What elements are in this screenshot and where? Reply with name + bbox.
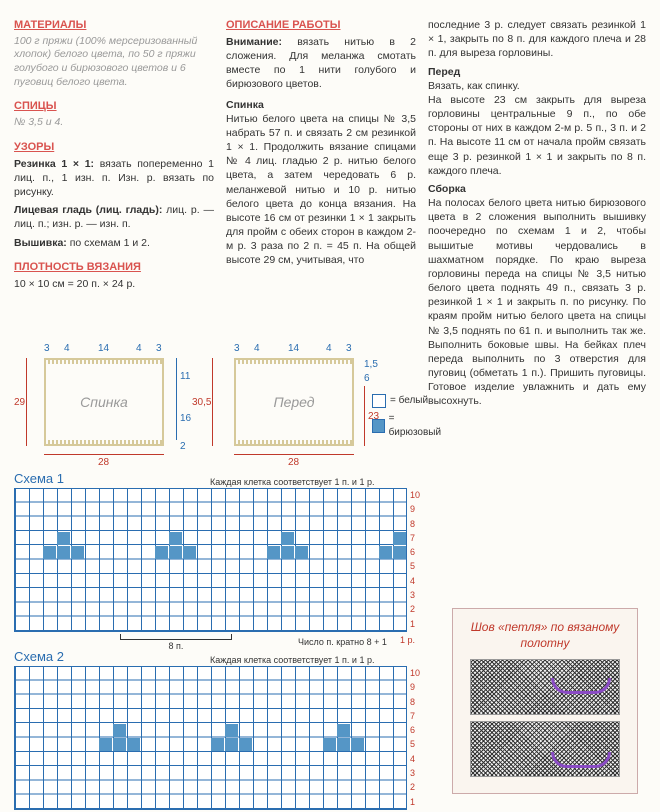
stitch-demo-1 (470, 659, 620, 715)
emb-para: Вышивка: по схемам 1 и 2. (14, 236, 214, 250)
front-heading: Перед (428, 65, 646, 79)
schema1-rows: 10987654321 (410, 488, 420, 631)
back-heading: Спинка (226, 98, 416, 112)
schema2-grid (14, 666, 407, 810)
stock-para: Лицевая гладь (лиц. гладь): лиц. р. — ли… (14, 203, 214, 231)
dim: 4 (136, 342, 142, 356)
dim-6: 6 (364, 372, 370, 386)
patterns-heading: УЗОРЫ (14, 140, 214, 155)
dim: 3 (156, 342, 162, 356)
col3-continued: последние 3 р. следует связать резинкой … (428, 18, 646, 61)
dim-line (26, 358, 27, 446)
swatch-blue (372, 419, 385, 433)
schema1-bracket: 8 п. (120, 634, 232, 640)
assembly-text: На полосах белого цвета нитью бирюзового… (428, 196, 646, 409)
schema2-rows: 10987654321 (410, 666, 420, 809)
needles-text: № 3,5 и 4. (14, 116, 214, 130)
schema2-label: Схема 2 (14, 648, 64, 666)
front-text1: Вязать, как спинку. (428, 79, 646, 93)
dim-2: 2 (180, 440, 186, 454)
back-text: Нитью белого цвета на спицы № 3,5 набрат… (226, 112, 416, 268)
dim-28a: 28 (98, 456, 109, 470)
gauge-heading: ПЛОТНОСТЬ ВЯЗАНИЯ (14, 260, 214, 275)
dim-line (212, 358, 213, 446)
dim-line (176, 394, 177, 440)
assembly-heading: Сборка (428, 182, 646, 196)
schema1-1r: 1 р. (400, 634, 415, 646)
rib-para: Резинка 1 × 1: вязать попеременно 1 лиц.… (14, 157, 214, 200)
dim: 3 (44, 342, 50, 356)
needles-heading: СПИЦЫ (14, 99, 214, 114)
stitch-inset: Шов «петля» по вязаному полотну (452, 608, 638, 794)
schema1-label: Схема 1 (14, 470, 64, 488)
work-heading: ОПИСАНИЕ РАБОТЫ (226, 18, 416, 33)
inset-title: Шов «петля» по вязаному полотну (463, 619, 627, 651)
dim: 4 (326, 342, 332, 356)
garment-diagrams: Спинка Перед 3 4 14 4 3 3 4 14 4 3 29 11… (14, 336, 424, 464)
front-piece: Перед (234, 358, 354, 446)
attention-para: Внимание: вязать нитью в 2 сложения. Для… (226, 35, 416, 92)
materials-heading: МАТЕРИАЛЫ (14, 18, 214, 33)
dim-29: 29 (14, 396, 25, 410)
dim-line (44, 454, 164, 455)
dim-line (176, 358, 177, 394)
schema1-grid (14, 488, 407, 632)
schema1-repeat: Число п. кратно 8 + 1 (298, 636, 387, 648)
swatch-white (372, 394, 386, 408)
dim-28b: 28 (288, 456, 299, 470)
schema2-note: Каждая клетка соответствует 1 п. и 1 р. (210, 654, 374, 666)
dim: 3 (234, 342, 240, 356)
dim-line (234, 454, 354, 455)
color-legend: = белый = бирюзовый (372, 394, 443, 443)
dim: 3 (346, 342, 352, 356)
dim: 14 (288, 342, 299, 356)
dim-line (364, 386, 365, 446)
schema1-note: Каждая клетка соответствует 1 п. и 1 р. (210, 476, 374, 488)
gauge-text: 10 × 10 см = 20 п. × 24 р. (14, 277, 214, 291)
dim: 4 (254, 342, 260, 356)
dim-16: 16 (180, 412, 191, 426)
dim-305: 30,5 (192, 396, 211, 410)
stitch-demo-2 (470, 721, 620, 777)
back-piece: Спинка (44, 358, 164, 446)
dim: 14 (98, 342, 109, 356)
materials-text: 100 г пряжи (100% мерсеризованный хлопок… (14, 35, 214, 90)
dim-15: 1,5 (364, 358, 378, 372)
front-text2: На высоте 23 см закрыть для выреза горло… (428, 93, 646, 178)
dim: 4 (64, 342, 70, 356)
dim-11: 11 (180, 370, 190, 384)
